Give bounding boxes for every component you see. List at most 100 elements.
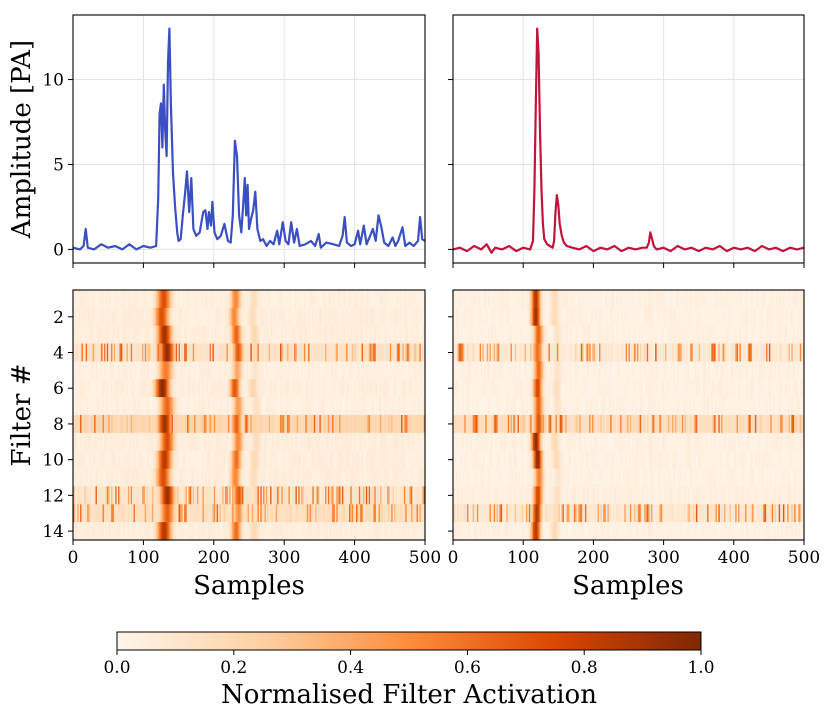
- heatmap-cell: [363, 522, 366, 541]
- heatmap-cell: [363, 343, 366, 363]
- heatmap-cell: [78, 325, 81, 345]
- heatmap-cell: [341, 307, 344, 327]
- heatmap-cell: [295, 307, 298, 327]
- heatmap-cell: [282, 361, 285, 380]
- heatmap-cell: [243, 290, 246, 309]
- heatmap-cell: [627, 379, 630, 398]
- heatmap-cell: [308, 450, 311, 470]
- heatmap-cell: [137, 397, 140, 416]
- heatmap-cell: [261, 290, 264, 309]
- heatmap-cell: [257, 379, 260, 398]
- heatmap-cell: [120, 450, 123, 470]
- heatmap-cell: [545, 379, 548, 398]
- heatmap-cell: [341, 343, 344, 363]
- heatmap-cell: [549, 361, 552, 380]
- heatmap-cell: [385, 307, 388, 327]
- heatmap-cell: [215, 468, 218, 488]
- heatmap-cell: [351, 307, 354, 327]
- heatmap-cell: [493, 307, 496, 327]
- heatmap-cell: [333, 522, 336, 541]
- heatmap-cell: [746, 307, 749, 327]
- heatmap-cell: [420, 522, 423, 541]
- heatmap-cell: [416, 397, 419, 416]
- heatmap-cell: [653, 379, 656, 398]
- heatmap-cell: [317, 307, 320, 327]
- heatmap-cell: [296, 504, 299, 523]
- heatmap-cell: [639, 379, 642, 398]
- heatmap-cell: [518, 379, 521, 398]
- heatmap-cell: [778, 361, 781, 380]
- heatmap-cell: [136, 343, 139, 363]
- heatmap-cell: [198, 504, 201, 523]
- heatmap-cell: [464, 325, 467, 345]
- heatmap-cell: [298, 397, 301, 416]
- heatmap-cell: [410, 307, 413, 327]
- heatmap-cell: [271, 307, 274, 327]
- heatmap-cell: [89, 432, 92, 452]
- heatmap-cell: [74, 361, 77, 380]
- heatmap-cell: [719, 361, 722, 380]
- heatmap-cell: [702, 361, 705, 380]
- heatmap-cell: [629, 343, 632, 363]
- heatmap-cell: [77, 361, 80, 380]
- heatmap-cell: [382, 379, 385, 398]
- heatmap-cell: [105, 468, 108, 488]
- heatmap-cell: [537, 307, 540, 327]
- heatmap-cell: [98, 325, 101, 345]
- heatmap-cell: [139, 290, 142, 309]
- heatmap-cell: [113, 343, 116, 363]
- heatmap-cell: [202, 450, 205, 470]
- heatmap-cell: [249, 468, 252, 488]
- heatmap-cell: [298, 379, 301, 398]
- heatmap-cell: [215, 522, 218, 541]
- heatmap-cell: [417, 468, 420, 488]
- heatmap-cell: [246, 361, 249, 380]
- heatmap-cell: [175, 415, 178, 434]
- heatmap-cell: [652, 361, 655, 380]
- heatmap-cell: [112, 290, 115, 309]
- heatmap-cell: [648, 361, 651, 380]
- heatmap-cell: [236, 361, 239, 380]
- heatmap-cell: [784, 361, 787, 380]
- heatmap-cell: [320, 397, 323, 416]
- heatmap-cell: [406, 307, 409, 327]
- heatmap-cell: [205, 486, 208, 505]
- heatmap-cell: [478, 307, 481, 327]
- heatmap-cell: [191, 415, 194, 434]
- heatmap-cell: [125, 379, 128, 398]
- heatmap-cell: [133, 290, 136, 309]
- heatmap-cell: [364, 504, 367, 523]
- heatmap-cell: [212, 468, 215, 488]
- heatmap-cell: [467, 290, 470, 309]
- heatmap-cell: [319, 325, 322, 345]
- heatmap-cell: [756, 290, 759, 309]
- heatmap-cell: [665, 361, 667, 380]
- heatmap-cell: [254, 486, 257, 505]
- heatmap-cell: [705, 290, 708, 309]
- heatmap-cell: [172, 415, 175, 434]
- heatmap-cell: [285, 450, 288, 470]
- heatmap-cell: [378, 343, 381, 363]
- heatmap-cell: [305, 450, 308, 470]
- heatmap-cell: [282, 504, 285, 523]
- heatmap-cell: [151, 343, 154, 363]
- heatmap-cell: [618, 290, 621, 309]
- heatmap-cell: [323, 486, 326, 505]
- heatmap-cell: [337, 379, 340, 398]
- heatmap-cell: [712, 343, 715, 363]
- heatmap-cell: [760, 361, 763, 380]
- heatmap-cell: [547, 290, 550, 309]
- heatmap-cell: [301, 290, 304, 309]
- heatmap-cell: [365, 397, 368, 416]
- heatmap-cell: [223, 379, 226, 398]
- heatmap-cell: [234, 415, 237, 434]
- heatmap-cell: [631, 379, 634, 398]
- heatmap-cell: [254, 504, 257, 523]
- heatmap-cell: [573, 379, 576, 398]
- heatmap-cell: [78, 361, 81, 380]
- heatmap-cell: [181, 325, 184, 345]
- heatmap-cell: [707, 325, 710, 345]
- axes-frame: [72, 14, 426, 264]
- heatmap-cell: [112, 361, 115, 380]
- heatmap-cell: [348, 397, 351, 416]
